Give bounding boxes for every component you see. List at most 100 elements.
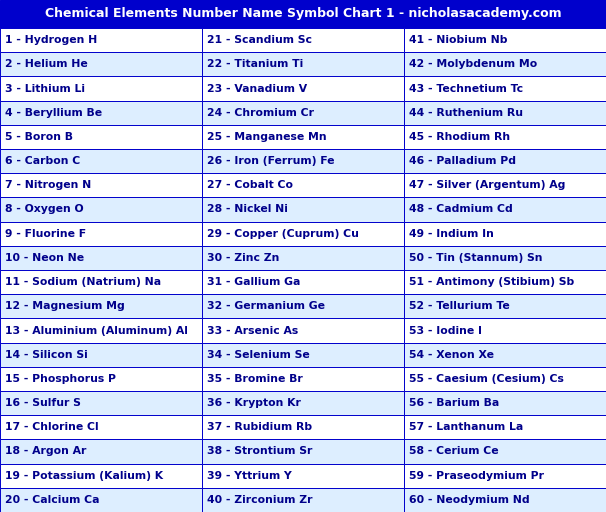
Text: 25 - Manganese Mn: 25 - Manganese Mn — [207, 132, 327, 142]
Bar — [0, 439, 202, 463]
Text: 48 - Cadmium Cd: 48 - Cadmium Cd — [409, 204, 513, 215]
Text: 39 - Yttrium Y: 39 - Yttrium Y — [207, 471, 291, 481]
Text: 23 - Vanadium V: 23 - Vanadium V — [207, 83, 307, 94]
Bar — [0, 222, 202, 246]
Bar — [0, 318, 202, 343]
Text: 22 - Titanium Ti: 22 - Titanium Ti — [207, 59, 303, 69]
Text: 38 - Strontium Sr: 38 - Strontium Sr — [207, 446, 312, 457]
Text: 28 - Nickel Ni: 28 - Nickel Ni — [207, 204, 288, 215]
Text: 12 - Magnesium Mg: 12 - Magnesium Mg — [5, 301, 125, 311]
Bar — [0, 0, 606, 28]
Bar — [404, 391, 606, 415]
Text: 56 - Barium Ba: 56 - Barium Ba — [409, 398, 499, 408]
Text: 26 - Iron (Ferrum) Fe: 26 - Iron (Ferrum) Fe — [207, 156, 335, 166]
Bar — [404, 270, 606, 294]
Bar — [202, 222, 404, 246]
Text: 53 - Iodine I: 53 - Iodine I — [409, 326, 482, 335]
Text: 54 - Xenon Xe: 54 - Xenon Xe — [409, 350, 494, 360]
Bar — [0, 391, 202, 415]
Bar — [404, 246, 606, 270]
Bar — [202, 52, 404, 76]
Bar — [0, 343, 202, 367]
Bar — [0, 52, 202, 76]
Bar — [202, 198, 404, 222]
Bar — [202, 439, 404, 463]
Text: 36 - Krypton Kr: 36 - Krypton Kr — [207, 398, 301, 408]
Bar — [0, 28, 202, 52]
Bar — [0, 246, 202, 270]
Bar — [0, 76, 202, 100]
Bar — [202, 391, 404, 415]
Bar — [202, 28, 404, 52]
Bar — [202, 488, 404, 512]
Text: 3 - Lithium Li: 3 - Lithium Li — [5, 83, 85, 94]
Bar — [202, 367, 404, 391]
Bar — [202, 100, 404, 125]
Bar — [202, 173, 404, 198]
Text: 6 - Carbon C: 6 - Carbon C — [5, 156, 80, 166]
Bar — [0, 100, 202, 125]
Bar — [404, 76, 606, 100]
Text: 34 - Selenium Se: 34 - Selenium Se — [207, 350, 310, 360]
Bar — [404, 198, 606, 222]
Bar — [404, 343, 606, 367]
Text: 42 - Molybdenum Mo: 42 - Molybdenum Mo — [409, 59, 538, 69]
Text: 19 - Potassium (Kalium) K: 19 - Potassium (Kalium) K — [5, 471, 163, 481]
Text: 33 - Arsenic As: 33 - Arsenic As — [207, 326, 298, 335]
Bar — [202, 76, 404, 100]
Text: 30 - Zinc Zn: 30 - Zinc Zn — [207, 253, 279, 263]
Text: 18 - Argon Ar: 18 - Argon Ar — [5, 446, 87, 457]
Bar — [0, 367, 202, 391]
Bar — [0, 125, 202, 149]
Bar — [202, 463, 404, 488]
Bar — [404, 125, 606, 149]
Text: 47 - Silver (Argentum) Ag: 47 - Silver (Argentum) Ag — [409, 180, 565, 190]
Bar — [202, 318, 404, 343]
Bar — [404, 367, 606, 391]
Text: 31 - Gallium Ga: 31 - Gallium Ga — [207, 277, 301, 287]
Bar — [404, 439, 606, 463]
Bar — [202, 246, 404, 270]
Text: 29 - Copper (Cuprum) Cu: 29 - Copper (Cuprum) Cu — [207, 229, 359, 239]
Text: 55 - Caesium (Cesium) Cs: 55 - Caesium (Cesium) Cs — [409, 374, 564, 384]
Bar — [404, 294, 606, 318]
Text: 40 - Zirconium Zr: 40 - Zirconium Zr — [207, 495, 313, 505]
Text: 44 - Ruthenium Ru: 44 - Ruthenium Ru — [409, 108, 523, 118]
Bar — [0, 463, 202, 488]
Text: 17 - Chlorine Cl: 17 - Chlorine Cl — [5, 422, 99, 432]
Bar — [404, 463, 606, 488]
Bar — [202, 125, 404, 149]
Text: 32 - Germanium Ge: 32 - Germanium Ge — [207, 301, 325, 311]
Text: Chemical Elements Number Name Symbol Chart 1 - nicholasacademy.com: Chemical Elements Number Name Symbol Cha… — [45, 8, 561, 20]
Bar — [202, 270, 404, 294]
Bar — [0, 173, 202, 198]
Text: 27 - Cobalt Co: 27 - Cobalt Co — [207, 180, 293, 190]
Bar — [0, 488, 202, 512]
Text: 46 - Palladium Pd: 46 - Palladium Pd — [409, 156, 516, 166]
Text: 8 - Oxygen O: 8 - Oxygen O — [5, 204, 84, 215]
Text: 9 - Fluorine F: 9 - Fluorine F — [5, 229, 86, 239]
Text: 2 - Helium He: 2 - Helium He — [5, 59, 88, 69]
Text: 51 - Antimony (Stibium) Sb: 51 - Antimony (Stibium) Sb — [409, 277, 574, 287]
Bar — [0, 270, 202, 294]
Bar — [202, 343, 404, 367]
Bar — [0, 415, 202, 439]
Text: 49 - Indium In: 49 - Indium In — [409, 229, 494, 239]
Bar — [404, 52, 606, 76]
Text: 41 - Niobium Nb: 41 - Niobium Nb — [409, 35, 507, 45]
Text: 57 - Lanthanum La: 57 - Lanthanum La — [409, 422, 523, 432]
Text: 10 - Neon Ne: 10 - Neon Ne — [5, 253, 84, 263]
Text: 24 - Chromium Cr: 24 - Chromium Cr — [207, 108, 314, 118]
Text: 45 - Rhodium Rh: 45 - Rhodium Rh — [409, 132, 510, 142]
Bar — [404, 100, 606, 125]
Bar — [0, 198, 202, 222]
Text: 50 - Tin (Stannum) Sn: 50 - Tin (Stannum) Sn — [409, 253, 542, 263]
Bar — [404, 173, 606, 198]
Bar — [202, 149, 404, 173]
Bar — [404, 488, 606, 512]
Bar — [404, 149, 606, 173]
Bar — [0, 149, 202, 173]
Text: 15 - Phosphorus P: 15 - Phosphorus P — [5, 374, 116, 384]
Text: 58 - Cerium Ce: 58 - Cerium Ce — [409, 446, 499, 457]
Text: 37 - Rubidium Rb: 37 - Rubidium Rb — [207, 422, 312, 432]
